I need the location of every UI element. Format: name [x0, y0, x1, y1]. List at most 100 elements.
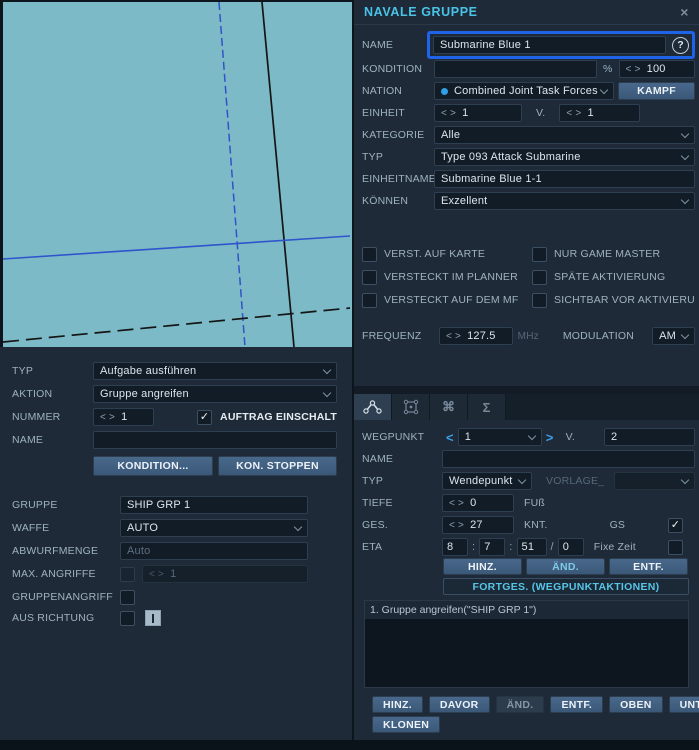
gs-checkbox[interactable]: ✓ [668, 517, 683, 533]
next-waypoint-icon[interactable]: > [545, 429, 554, 445]
chevron-down-icon [599, 85, 609, 94]
chevron-down-icon [680, 195, 690, 204]
spin-left-icon[interactable]: < [449, 497, 456, 509]
chevron-down-icon [680, 151, 690, 160]
tab-waypoints[interactable] [354, 394, 392, 420]
spin-right-icon[interactable]: > [450, 107, 457, 119]
spin-left-icon[interactable]: < [625, 63, 632, 75]
tab-formation[interactable] [392, 394, 430, 420]
action-move-down-button[interactable]: UNTEN [668, 696, 699, 713]
spin-left-icon[interactable]: < [100, 411, 107, 423]
mission-typ-dropdown[interactable]: Aufgabe ausführen [93, 362, 337, 380]
kondition-bar[interactable] [434, 60, 597, 78]
wegpunkt-total-input[interactable]: 2 [604, 428, 695, 446]
action-clone-button[interactable]: KLONEN [372, 716, 441, 733]
tactical-map[interactable] [0, 0, 352, 347]
direction-indicator[interactable] [145, 610, 161, 626]
max-angriffe-checkbox[interactable] [120, 566, 135, 582]
group-name-input[interactable]: Submarine Blue 1 [433, 36, 666, 54]
abwurfmenge-input[interactable]: Auto [120, 542, 308, 560]
aktion-label: AKTION [12, 388, 53, 400]
spin-right-icon[interactable]: > [458, 519, 465, 531]
mission-panel: TYP Aufgabe ausführen AKTION Gruppe angr… [0, 347, 352, 750]
speed-spinner[interactable]: < > 27 [442, 516, 514, 534]
von-label: V. [536, 107, 546, 119]
wp-name-input[interactable] [442, 450, 695, 468]
aus-richtung-checkbox[interactable] [120, 610, 135, 626]
mission-name-input[interactable] [93, 431, 337, 449]
wp-typ-dropdown[interactable]: Wendepunkt [442, 472, 532, 490]
typ-dropdown[interactable]: Type 093 Attack Submarine [434, 148, 695, 166]
versteckt-im-planner-checkbox[interactable] [362, 269, 377, 285]
sichtbar-vor-aktivierung-checkbox[interactable] [532, 292, 547, 308]
prev-waypoint-icon[interactable]: < [446, 429, 454, 445]
max-angriffe-spinner[interactable]: < > 1 [142, 565, 308, 583]
checkbox-label: SPÄTE AKTIVIERUNG [554, 271, 666, 283]
action-move-up-button[interactable]: OBEN [609, 696, 663, 713]
einheit-spinner-1[interactable]: < > 1 [434, 104, 522, 122]
spin-right-icon[interactable]: > [634, 63, 641, 75]
help-button[interactable]: ? [672, 36, 689, 54]
spaete-aktivierung-checkbox[interactable] [532, 269, 547, 285]
tab-commands[interactable]: ⌘ [430, 394, 468, 420]
nummer-spinner[interactable]: < > 1 [93, 408, 155, 426]
modulation-dropdown[interactable]: AM [652, 327, 695, 345]
einheitname-input[interactable]: Submarine Blue 1-1 [434, 170, 695, 188]
kon-stoppen-button[interactable]: KON. STOPPEN [218, 456, 337, 476]
nation-dropdown[interactable]: Combined Joint Task Forces [434, 82, 614, 100]
eta-extra-input[interactable]: 0 [557, 538, 584, 556]
spin-right-icon[interactable]: > [458, 497, 465, 509]
waypoint-actions-list[interactable]: 1. Gruppe angreifen("SHIP GRP 1") [364, 600, 689, 688]
kondition-spinner[interactable]: < > 100 [618, 60, 695, 78]
aus-richtung-label: AUS RICHTUNG [12, 612, 95, 624]
auftrag-einschalten-checkbox[interactable]: ✓ [197, 409, 213, 425]
aktion-dropdown[interactable]: Gruppe angreifen [93, 385, 337, 403]
wp-name-label: NAME [362, 453, 394, 465]
waypoint-panel: ⌘ Σ WEGPUNKT < 1 > V. 2 NAME TYP Wendepu… [352, 394, 699, 750]
spin-left-icon[interactable]: < [149, 568, 156, 580]
ges-label: GES. [362, 519, 388, 531]
versteckt-auf-dem-checkbox[interactable] [362, 292, 377, 308]
wegpunkt-dropdown[interactable]: 1 [457, 428, 542, 446]
action-add-button[interactable]: HINZ. [372, 696, 423, 713]
spin-right-icon[interactable]: > [158, 568, 165, 580]
eta-hours-input[interactable]: 8 [442, 538, 468, 556]
spin-left-icon[interactable]: < [449, 519, 456, 531]
fixe-zeit-checkbox[interactable] [668, 539, 683, 555]
kondition-button[interactable]: KONDITION... [93, 456, 213, 476]
eta-seconds-input[interactable]: 51 [516, 538, 547, 556]
vorlage-dropdown[interactable] [614, 472, 695, 490]
waypoint-actions-advanced-button[interactable]: FORTGES. (WEGPUNKTAKTIONEN) [443, 578, 689, 595]
kampf-button[interactable]: KAMPF [618, 82, 695, 100]
gruppenangriff-checkbox[interactable] [120, 589, 135, 605]
verst-auf-karte-checkbox[interactable] [362, 246, 377, 262]
spin-left-icon[interactable]: < [566, 107, 573, 119]
tab-summary[interactable]: Σ [468, 394, 506, 420]
waypoint-add-button[interactable]: HINZ. [443, 558, 522, 575]
tiefe-spinner[interactable]: < > 0 [442, 494, 514, 512]
spin-left-icon[interactable]: < [441, 107, 448, 119]
kategorie-dropdown[interactable]: Alle [434, 126, 695, 144]
list-item[interactable]: 1. Gruppe angreifen("SHIP GRP 1") [365, 601, 688, 619]
spin-left-icon[interactable]: < [446, 330, 453, 342]
checkbox-label: VERST. AUF KARTE [384, 248, 486, 260]
eta-minutes-input[interactable]: 7 [479, 538, 506, 556]
einheit-spinner-2[interactable]: < > 1 [559, 104, 641, 122]
frequenz-spinner[interactable]: < > 127.5 [439, 327, 513, 345]
checkbox-label: VERSTECKT IM PLANNER [384, 271, 518, 283]
spin-right-icon[interactable]: > [109, 411, 116, 423]
gruppe-input[interactable]: SHIP GRP 1 [120, 496, 308, 514]
waypoint-delete-button[interactable]: ENTF. [609, 558, 688, 575]
action-delete-button[interactable]: ENTF. [550, 696, 604, 713]
spin-right-icon[interactable]: > [455, 330, 462, 342]
action-insert-before-button[interactable]: DAVOR [428, 696, 490, 713]
action-edit-button[interactable]: ÄND. [495, 696, 545, 713]
nur-game-master-checkbox[interactable] [532, 246, 547, 262]
close-icon[interactable]: × [680, 4, 689, 20]
modulation-label: MODULATION [562, 330, 635, 342]
waypoint-edit-button[interactable]: ÄND. [526, 558, 605, 575]
chevron-down-icon [517, 475, 527, 484]
waffe-dropdown[interactable]: AUTO [120, 519, 308, 537]
spin-right-icon[interactable]: > [575, 107, 582, 119]
koennen-dropdown[interactable]: Exzellent [434, 192, 695, 210]
